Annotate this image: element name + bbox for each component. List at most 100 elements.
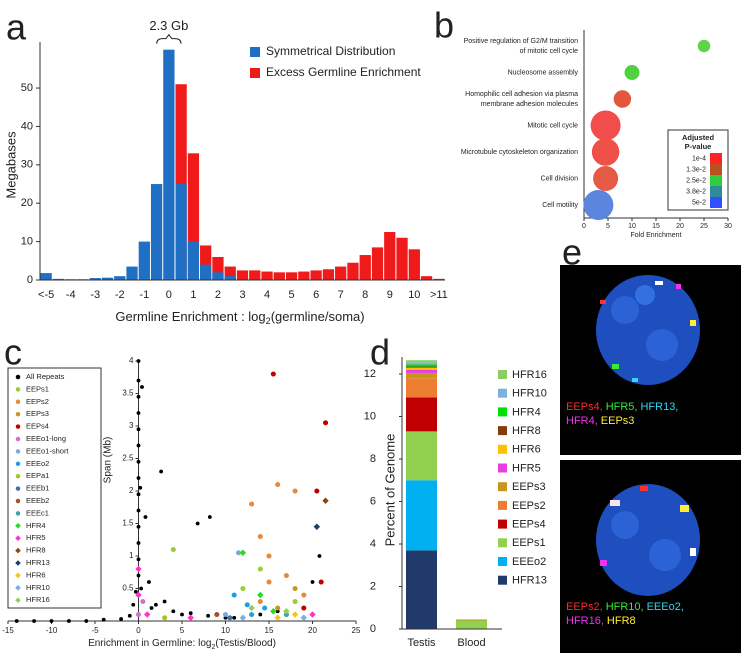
category-label: Nucleosome assembly	[508, 69, 579, 76]
point	[249, 611, 255, 618]
caption-token: HFR8	[607, 615, 636, 627]
category-label: Homophilic cell adhesion via plasma	[465, 91, 578, 98]
y-tick-label: 0	[370, 623, 376, 635]
legend-label: HFR5	[26, 533, 46, 542]
bubble	[697, 39, 711, 53]
bar-segment	[406, 550, 437, 629]
caption: EEPs2, HFR10, EEEo2,	[566, 601, 684, 613]
bar	[212, 256, 224, 280]
category-label: Cell division	[541, 175, 578, 182]
point	[257, 591, 264, 599]
legend-label: HFR8	[26, 546, 46, 555]
x-tick-label: 20	[308, 626, 317, 635]
legend-label: EEEo2	[512, 556, 546, 568]
legend-label: Symmetrical Distribution	[266, 44, 395, 58]
point	[195, 521, 200, 526]
x-tick-label: <-5	[38, 289, 54, 301]
axis-title-part: (germline/soma)	[271, 309, 365, 324]
point	[214, 611, 220, 618]
legend-label: EEPs1	[512, 537, 546, 549]
point	[136, 394, 141, 399]
point	[266, 579, 272, 585]
legend-swatch	[498, 557, 507, 566]
bar	[175, 84, 187, 281]
x-tick-label: 25	[700, 223, 708, 230]
bar	[261, 271, 273, 280]
point	[136, 573, 141, 578]
chromocenter	[611, 511, 639, 539]
point	[180, 612, 184, 617]
point	[140, 598, 146, 605]
signal	[632, 378, 638, 382]
legend-label: HFR13	[26, 558, 50, 567]
panel-e-images	[560, 265, 741, 653]
axis-title-part: (Testis/Blood)	[215, 638, 276, 649]
legend-marker	[15, 585, 21, 591]
legend-marker	[15, 572, 21, 579]
legend-marker	[15, 387, 21, 392]
point	[136, 427, 141, 432]
point	[170, 546, 176, 553]
point	[119, 617, 124, 621]
annotation: 2.3 Gb	[149, 18, 188, 33]
signal	[680, 505, 689, 512]
bar	[224, 266, 236, 280]
legend-label: EEPs3	[26, 409, 49, 418]
legend-label: HFR10	[512, 388, 547, 400]
x-tick-label: 4	[264, 289, 270, 301]
caption: HFR4, EEPs3	[566, 415, 634, 427]
point	[136, 541, 141, 545]
x-tick-label: 5	[606, 223, 610, 230]
point	[318, 579, 324, 585]
x-tick-label: 2	[215, 289, 221, 301]
bubble	[583, 190, 614, 220]
point	[322, 420, 329, 426]
bar	[224, 276, 236, 280]
bar	[273, 272, 285, 280]
y-axis-title: Span (Mb)	[103, 437, 114, 484]
chromocenter	[611, 296, 639, 324]
legend-marker	[15, 597, 21, 603]
brace	[156, 33, 182, 44]
legend-marker	[15, 436, 21, 442]
caption-token: HFR5,	[606, 401, 638, 413]
legend-marker	[15, 486, 21, 491]
point	[301, 592, 307, 598]
point	[147, 580, 151, 584]
bar	[89, 278, 101, 280]
bar-segment	[456, 619, 487, 621]
y-tick-label: 4	[370, 538, 376, 550]
y-tick-label: 2.5	[122, 454, 134, 463]
legend-label: EEEo1-long	[26, 434, 66, 443]
x-tick-label: 1	[190, 289, 196, 301]
point	[143, 515, 148, 519]
point	[314, 488, 320, 494]
legend-label: EEPs4	[26, 422, 49, 431]
panel-letter: b	[434, 5, 454, 46]
x-tick-label: 0	[166, 289, 172, 301]
caption-token: EEPs3	[601, 415, 635, 427]
bubble	[591, 138, 620, 166]
point	[136, 557, 141, 562]
legend-label: HFR5	[512, 462, 541, 474]
x-tick-label: -15	[2, 626, 14, 635]
point	[292, 585, 298, 592]
signal	[640, 486, 648, 491]
point	[135, 591, 142, 599]
legend-marker	[15, 461, 21, 467]
legend-label: EEPs4	[512, 519, 546, 531]
point	[140, 385, 144, 389]
caption-token: EEPs4,	[566, 401, 603, 413]
point	[313, 523, 321, 530]
legend-swatch	[710, 164, 722, 175]
legend-label: EEEo1-short	[26, 446, 69, 455]
point	[222, 611, 229, 618]
caption: HFR16, HFR8	[566, 615, 636, 627]
legend-swatch	[498, 370, 507, 379]
legend-swatch	[498, 482, 507, 492]
legend-swatch	[498, 388, 507, 398]
bar-segment	[406, 431, 437, 481]
legend-box	[7, 367, 102, 609]
caption-token: HFR4,	[566, 415, 598, 427]
bar	[212, 272, 224, 280]
